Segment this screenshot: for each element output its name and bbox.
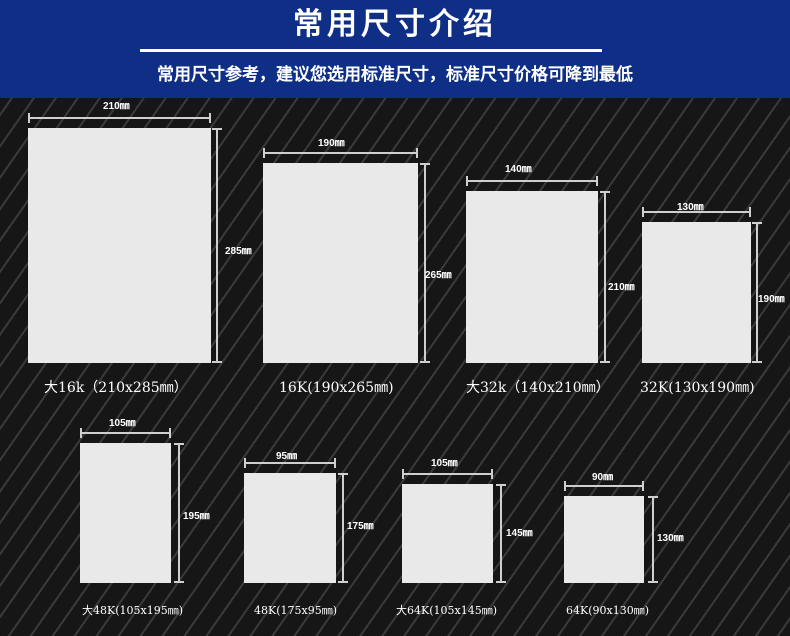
- height-label: 130㎜: [657, 533, 684, 544]
- height-label: 145㎜: [506, 528, 533, 539]
- height-dimension-line: [212, 128, 222, 363]
- height-dimension-line: [338, 473, 348, 583]
- size-caption: 大64K(105x145㎜): [396, 604, 497, 617]
- width-label: 210㎜: [103, 101, 130, 112]
- width-dimension-line: [244, 458, 336, 468]
- paper-sheet: [80, 443, 171, 583]
- size-caption: 大16k（210x285㎜）: [44, 380, 188, 396]
- size-caption: 大48K(105x195㎜): [82, 604, 183, 617]
- width-label: 105㎜: [431, 458, 458, 469]
- header-bar: 常用尺寸介绍 常用尺寸参考，建议您选用标准尺寸，标准尺寸价格可降到最低: [0, 0, 790, 98]
- paper-sheet: [564, 496, 644, 583]
- paper-sheet: [244, 473, 336, 583]
- size-caption: 32K(130x190㎜): [640, 380, 755, 396]
- width-label: 105㎜: [109, 418, 136, 429]
- width-label: 190㎜: [318, 138, 345, 149]
- size-caption: 64K(90x130㎜): [566, 604, 649, 617]
- height-dimension-line: [496, 484, 506, 583]
- title-underline: [140, 49, 602, 52]
- height-label: 265㎜: [425, 270, 452, 281]
- paper-sheet: [466, 191, 598, 363]
- size-caption: 16K(190x265㎜): [279, 380, 394, 396]
- width-label: 95㎜: [276, 451, 298, 462]
- height-dimension-line: [752, 222, 762, 363]
- page-title: 常用尺寸介绍: [293, 7, 497, 42]
- height-dimension-line: [648, 496, 658, 583]
- width-dimension-line: [80, 428, 171, 438]
- width-label: 90㎜: [592, 472, 614, 483]
- height-dimension-line: [420, 163, 430, 363]
- width-dimension-line: [642, 207, 751, 217]
- width-label: 130㎜: [677, 202, 704, 213]
- size-caption: 48K(175x95㎜): [254, 604, 337, 617]
- width-dimension-line: [28, 113, 211, 123]
- height-dimension-line: [600, 191, 610, 363]
- paper-sheet: [402, 484, 493, 583]
- height-label: 195㎜: [183, 511, 210, 522]
- width-dimension-line: [466, 176, 598, 186]
- width-dimension-line: [402, 469, 493, 479]
- paper-sheet: [28, 128, 211, 363]
- height-label: 190㎜: [758, 294, 785, 305]
- paper-sheet: [263, 163, 418, 363]
- height-label: 175㎜: [347, 521, 374, 532]
- page-subtitle: 常用尺寸参考，建议您选用标准尺寸，标准尺寸价格可降到最低: [157, 65, 633, 85]
- height-label: 285㎜: [225, 246, 252, 257]
- width-dimension-line: [564, 481, 644, 491]
- size-caption: 大32k（140x210㎜）: [466, 380, 610, 396]
- width-dimension-line: [263, 148, 418, 158]
- paper-sheet: [642, 222, 751, 363]
- width-label: 140㎜: [505, 164, 532, 175]
- height-label: 210㎜: [608, 282, 635, 293]
- height-dimension-line: [174, 443, 184, 583]
